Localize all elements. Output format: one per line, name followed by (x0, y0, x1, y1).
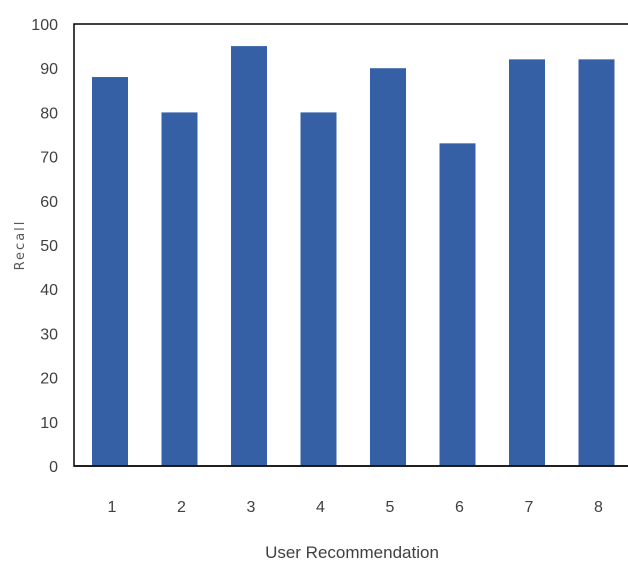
y-tick-label: 20 (40, 371, 58, 388)
x-tick-label: 7 (525, 499, 534, 516)
x-tick-label: 6 (455, 499, 464, 516)
y-tick-label: 80 (40, 105, 58, 122)
bar-3 (231, 46, 267, 466)
bar-4 (300, 112, 337, 467)
y-tick-label: 90 (40, 61, 58, 78)
y-tick-label: 10 (40, 415, 58, 432)
bar-2 (161, 112, 198, 467)
bar-6 (439, 143, 476, 466)
bar-7 (509, 59, 545, 467)
y-tick-label: 60 (40, 194, 58, 211)
x-tick-label: 3 (247, 499, 256, 516)
bars (92, 46, 615, 467)
y-tick-labels: 0 10 20 30 40 50 60 70 80 90 100 (31, 17, 58, 476)
x-tick-label: 1 (108, 499, 117, 516)
x-tick-label: 8 (594, 499, 603, 516)
x-axis-title: User Recommendation (265, 543, 439, 562)
y-tick-label: 0 (49, 459, 58, 476)
bar-1 (92, 77, 128, 466)
y-tick-label: 70 (40, 150, 58, 167)
y-tick-label: 50 (40, 238, 58, 255)
bar-5 (370, 68, 406, 466)
y-axis-title: Recall (13, 220, 28, 271)
y-tick-label: 40 (40, 282, 58, 299)
bar-8 (578, 59, 615, 467)
x-tick-label: 5 (386, 499, 395, 516)
x-tick-label: 4 (316, 499, 325, 516)
x-tick-label: 2 (177, 499, 186, 516)
x-tick-labels: 1 2 3 4 5 6 7 8 (108, 499, 604, 516)
y-tick-label: 30 (40, 326, 58, 343)
y-tick-label: 100 (31, 17, 58, 34)
